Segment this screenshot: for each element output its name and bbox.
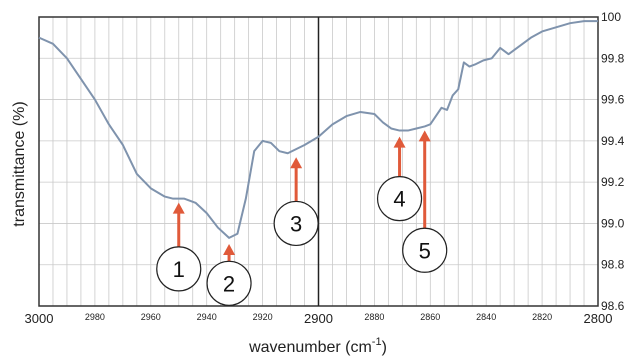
y-tick-label: 99.6 [601, 93, 625, 107]
annotation-arrow-head [223, 243, 236, 255]
y-axis-title: transmittance (%) [11, 101, 28, 226]
annotation-arrow-head [393, 136, 406, 148]
annotation-label: 1 [173, 257, 185, 282]
x-tick-label-minor: 2820 [532, 312, 552, 322]
plot-frame [38, 16, 599, 307]
series-layer [38, 20, 598, 239]
annotation-arrow-head [172, 202, 185, 214]
annotation-label: 3 [290, 211, 302, 236]
x-tick-label-minor: 2980 [85, 312, 105, 322]
y-tick-label: 99.8 [601, 51, 625, 65]
y-tick-label: 99.2 [601, 175, 625, 189]
x-tick-label-major: 2900 [304, 311, 333, 326]
x-tick-label-minor: 2860 [420, 312, 440, 322]
annotation-label: 2 [223, 271, 235, 296]
x-tick-label-minor: 2920 [253, 312, 273, 322]
x-tick-label-minor: 2940 [197, 312, 217, 322]
y-tick-label: 99.4 [601, 134, 625, 148]
x-axis-title-sup: -1 [372, 336, 382, 348]
annotation-circle [376, 176, 423, 222]
x-tick-label-major: 3000 [25, 311, 54, 326]
transmittance-series-line [38, 20, 598, 239]
x-tick-labels: 3000 2900 2800 2980 2960 2940 2920 2880 2860 2840… [25, 311, 613, 326]
annotation-circle [402, 227, 448, 273]
y-tick-label: 98.6 [601, 299, 625, 313]
y-tick-label: 98.8 [601, 258, 625, 272]
x-tick-label-major: 2800 [584, 311, 613, 326]
x-tick-label-minor: 2960 [141, 312, 161, 322]
annotation-arrow-head [290, 157, 303, 169]
annotation-layer: 1 2 3 4 5 [156, 130, 448, 306]
y-tick-label: 99.0 [601, 216, 625, 230]
x-tick-label-minor: 2840 [476, 312, 496, 322]
x-axis-title: wavenumber (cm-1) [248, 336, 387, 356]
annotation-circle [273, 200, 319, 247]
x-axis-title-text: wavenumber (cm [248, 339, 372, 356]
annotation-circle [156, 246, 202, 292]
x-tick-label-minor: 2880 [364, 312, 384, 322]
annotation-arrow-head [418, 130, 431, 142]
annotation-circle [206, 260, 252, 306]
grid-lines [38, 16, 599, 307]
x-axis-title-close: ) [382, 339, 387, 356]
y-tick-labels: 100 99.8 99.6 99.4 99.2 99.0 98.8 98.6 [601, 10, 625, 313]
annotation-label: 4 [393, 187, 405, 212]
y-tick-label: 100 [601, 10, 621, 24]
annotation-label: 5 [419, 238, 431, 263]
